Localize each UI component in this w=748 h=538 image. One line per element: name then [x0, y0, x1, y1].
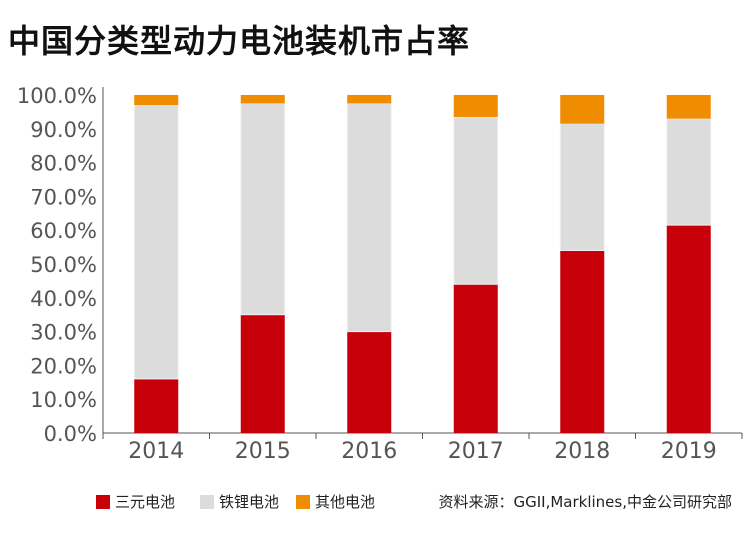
bar-segment-2014-ternary	[134, 378, 179, 433]
chart-title: 中国分类型动力电池装机市占率	[8, 22, 471, 60]
bar-segment-2018-other	[560, 95, 605, 124]
legend-item-lfp: 铁锂电池	[200, 491, 279, 512]
bar-segment-2014-other	[134, 95, 179, 106]
x-tick-label: 2014	[128, 439, 184, 464]
legend-swatch-other	[296, 494, 310, 509]
bar-segment-2018-ternary	[560, 250, 605, 433]
legend-swatch-ternary	[96, 494, 110, 509]
bar-segment-2015-other	[240, 95, 285, 104]
y-tick-label: 90.0%	[30, 118, 97, 142]
bar-segment-2016-other	[347, 95, 392, 104]
y-tick-label: 80.0%	[30, 152, 97, 176]
legend-label-other: 其他电池	[315, 493, 376, 511]
y-tick-label: 100.0%	[17, 84, 97, 108]
y-tick-label: 10.0%	[30, 388, 97, 412]
y-tick-label: 30.0%	[30, 321, 97, 345]
bar-segment-2016-lfp	[346, 102, 392, 333]
legend-label-ternary: 三元电池	[115, 493, 176, 511]
y-tick-label: 60.0%	[30, 219, 97, 243]
bar-segment-2015-ternary	[240, 314, 285, 433]
bar-segment-2019-other	[666, 95, 711, 119]
x-tick-label: 2015	[235, 439, 291, 464]
legend-swatch-lfp	[200, 494, 214, 509]
source-note: 资料来源：GGII,Marklines,中金公司研究部	[438, 493, 732, 511]
x-tick-label: 2018	[554, 439, 610, 464]
x-tick-label: 2019	[661, 439, 717, 464]
y-tick-label: 0.0%	[44, 422, 97, 446]
bar-segment-2016-ternary	[347, 331, 392, 433]
bar-segment-2019-lfp	[666, 118, 712, 226]
y-tick-label: 50.0%	[30, 253, 97, 277]
y-tick-label: 20.0%	[30, 354, 97, 378]
bar-segment-2017-ternary	[453, 284, 498, 433]
legend-item-other: 其他电池	[296, 491, 375, 512]
y-tick-label: 70.0%	[30, 185, 97, 209]
bar-segment-2019-ternary	[666, 225, 711, 433]
bar-segment-2017-other	[453, 95, 498, 117]
bar-segment-2014-lfp	[133, 104, 179, 380]
x-tick-label: 2017	[448, 439, 504, 464]
x-tick-label: 2016	[341, 439, 397, 464]
legend-label-lfp: 铁锂电池	[219, 493, 280, 511]
bar-segment-2018-lfp	[559, 123, 605, 251]
legend-item-ternary: 三元电池	[96, 491, 175, 512]
bar-segment-2015-lfp	[240, 102, 286, 316]
y-tick-label: 40.0%	[30, 287, 97, 311]
bar-segment-2017-lfp	[453, 116, 499, 285]
